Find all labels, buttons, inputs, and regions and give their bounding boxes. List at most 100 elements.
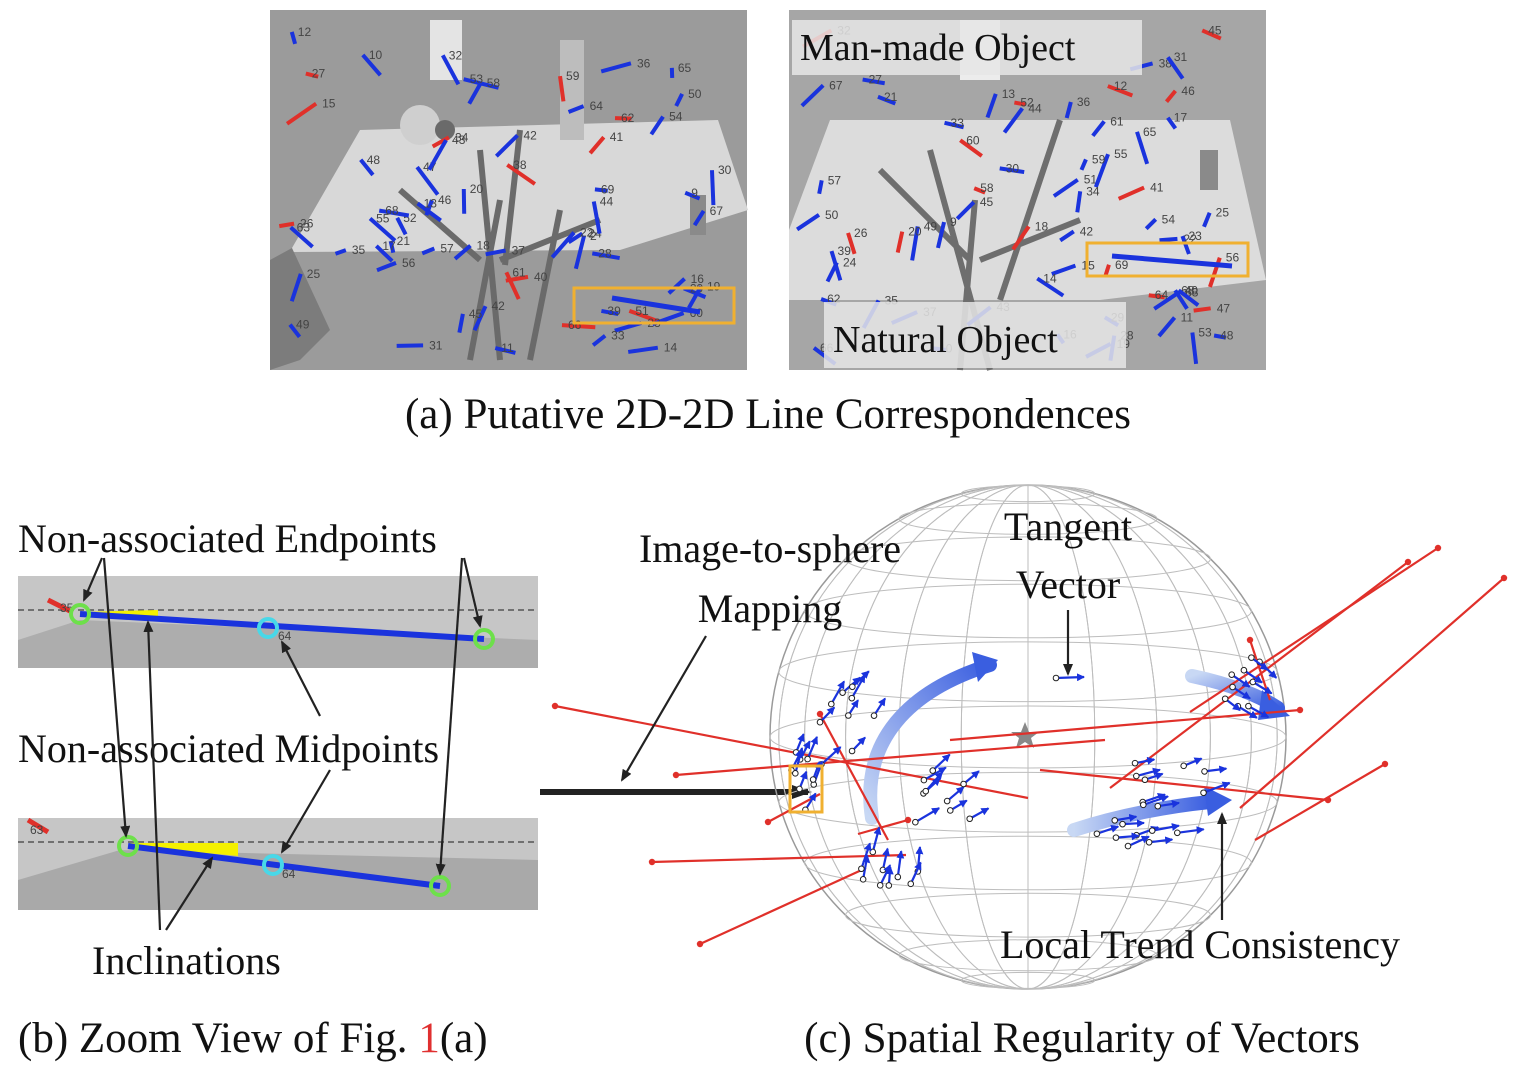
ray-endpoint	[816, 710, 824, 718]
left-segment	[288, 323, 302, 339]
zoom-bottom-id-a: 63	[30, 823, 44, 837]
left-segment-id: 42	[523, 128, 537, 142]
vector-origin	[816, 718, 824, 726]
left-segment-id: 27	[312, 67, 326, 81]
vector-origin	[870, 712, 878, 719]
vector-origin	[929, 767, 937, 774]
ray-endpoint	[1434, 544, 1442, 552]
tangent-vector	[914, 807, 940, 824]
right-segment-id: 40	[1185, 283, 1199, 297]
left-segment-id: 42	[491, 299, 505, 313]
right-segment-id: 65	[1143, 125, 1157, 139]
label-inclinations: Inclinations	[92, 938, 281, 983]
tangent-vector	[1157, 800, 1180, 808]
tangent-vector	[1247, 705, 1270, 719]
zoom-strip-bottom: 63 64	[18, 817, 538, 910]
vector-origin	[885, 882, 893, 889]
right-segment-id: 52	[1020, 96, 1034, 110]
left-segment	[485, 248, 506, 257]
left-segment-id: 62	[621, 111, 635, 125]
right-segment-id: 17	[1174, 111, 1188, 125]
right-segment	[862, 77, 886, 86]
right-segment	[1011, 225, 1031, 251]
left-segment-id: 25	[307, 267, 321, 281]
tangent-vector	[1177, 826, 1205, 835]
vector-origin	[792, 770, 799, 777]
right-segment	[955, 200, 976, 221]
man-made-object-label: Man-made Object	[800, 27, 1076, 69]
right-segment-id: 26	[854, 226, 868, 240]
left-segment	[614, 116, 632, 121]
vector-origin	[1180, 762, 1187, 770]
tangent-vector	[820, 746, 842, 766]
panel-b-caption-ref[interactable]: 1	[418, 1015, 440, 1062]
sphere-parallel	[769, 705, 1287, 769]
tangent-vector	[1231, 686, 1251, 700]
right-segment-id: 31	[1174, 50, 1188, 64]
left-segment-id: 17	[382, 239, 396, 253]
outlier-ray	[675, 738, 1106, 777]
tangent-vector	[871, 826, 882, 853]
left-segment-id: 12	[298, 25, 312, 39]
tangent-vector	[862, 854, 871, 880]
zoom-bottom-id-b: 64	[282, 867, 296, 881]
right-segment-id: 59	[1092, 152, 1106, 166]
vector-origin	[1052, 674, 1060, 682]
vector-origin	[848, 747, 856, 755]
right-segment-id: 60	[966, 133, 980, 147]
left-segment-id: 67	[710, 204, 724, 218]
left-segment-id: 57	[440, 242, 454, 256]
left-segment-id: 58	[487, 76, 501, 90]
outlier-ray	[699, 866, 867, 946]
left-segment-id: 68	[385, 204, 399, 218]
left-segment-id: 21	[397, 234, 411, 248]
right-segment	[895, 231, 905, 253]
left-segment-id: 16	[691, 272, 705, 286]
left-segment	[359, 158, 375, 177]
panel-a-caption: (a) Putative 2D-2D Line Correspondences	[405, 391, 1131, 438]
vector-origin	[1124, 842, 1132, 850]
vector-origin	[845, 712, 852, 719]
right-segment	[846, 232, 857, 255]
vector-origin	[1228, 671, 1236, 678]
vector-origin	[946, 807, 954, 814]
left-segment-id: 14	[664, 341, 678, 355]
vector-origin	[1131, 759, 1139, 767]
left-segment	[457, 313, 465, 334]
tangent-vector	[1142, 794, 1169, 806]
left-segment	[667, 277, 686, 295]
right-segment-id: 21	[884, 90, 898, 104]
left-segment-id: 44	[600, 194, 614, 208]
right-segment-id: 24	[843, 256, 857, 270]
tangent-vectors	[788, 654, 1278, 889]
right-highlight-box	[1085, 241, 1250, 278]
sphere-meridian	[778, 484, 1278, 990]
right-segment-id: 46	[1181, 84, 1195, 98]
left-segment-id: 61	[512, 265, 526, 279]
vector-origin	[1245, 702, 1252, 710]
label-non-associated-midpoints: Non-associated Midpoints	[18, 726, 439, 771]
left-segment-id: 52	[403, 211, 417, 225]
right-segment	[959, 138, 983, 158]
left-segment-id: 2	[590, 229, 597, 243]
left-segment-id: 49	[296, 318, 310, 332]
right-segment-id: 45	[980, 195, 994, 209]
right-segment	[1193, 306, 1211, 313]
left-segment	[591, 201, 602, 234]
ray-endpoint	[672, 771, 680, 779]
right-segment	[1166, 116, 1178, 130]
left-segment-id: 32	[449, 48, 463, 62]
left-segment	[289, 225, 314, 249]
tangent-vector	[1127, 835, 1150, 848]
vector-origin	[922, 787, 930, 795]
left-segment	[305, 71, 319, 79]
endpoint-top-right	[473, 628, 495, 650]
label-local-trend-consistency: Local Trend Consistency	[1000, 922, 1400, 967]
left-segment-id: 51	[635, 304, 649, 318]
left-segment	[441, 54, 461, 86]
endpoint-top-left	[69, 603, 91, 625]
left-segment	[601, 308, 619, 317]
sphere-parallel	[898, 502, 1158, 535]
right-segment	[1153, 290, 1181, 311]
vector-origin	[1141, 776, 1149, 784]
